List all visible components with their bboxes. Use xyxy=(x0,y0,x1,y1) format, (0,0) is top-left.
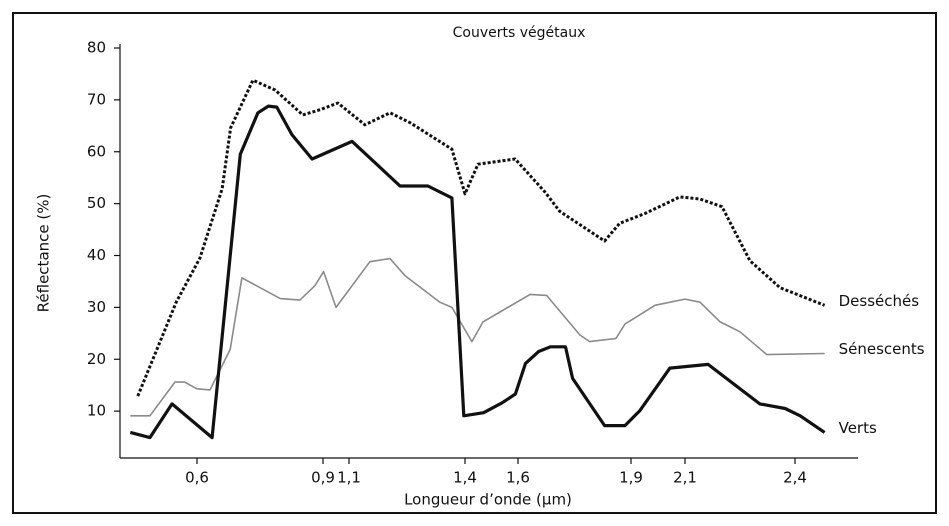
y-tick-label: 30 xyxy=(87,298,106,316)
data-line xyxy=(136,78,826,397)
x-tick-label: 0,6 xyxy=(185,469,209,487)
data-line xyxy=(129,104,826,440)
data-line xyxy=(130,257,825,417)
y-tick-label: 50 xyxy=(87,194,106,212)
x-tick-label: 0,9 xyxy=(311,469,335,487)
x-tick-label: 1,6 xyxy=(506,469,530,487)
y-tick-label: 10 xyxy=(87,402,106,420)
y-tick-label: 80 xyxy=(87,39,106,57)
x-tick-label: 2,4 xyxy=(783,469,807,487)
x-tick-label: 1,4 xyxy=(453,469,477,487)
y-tick-label: 70 xyxy=(87,90,106,108)
x-tick-label: 2,1 xyxy=(673,469,697,487)
y-tick-label: 60 xyxy=(87,142,106,160)
legend-label: Verts xyxy=(839,419,877,437)
x-axis-label: Longueur d’onde (µm) xyxy=(404,491,572,509)
x-tick-label: 1,9 xyxy=(619,469,643,487)
x-tick-label: 1,1 xyxy=(337,469,361,487)
y-tick-label: 40 xyxy=(87,246,106,264)
chart-title: Couverts végétaux xyxy=(453,25,586,41)
y-axis-label: Réflectance (%) xyxy=(35,194,53,313)
legend-label: Desséchés xyxy=(839,292,920,310)
frame xyxy=(12,12,937,514)
legend-label: Sénescents xyxy=(839,340,925,358)
y-tick-label: 20 xyxy=(87,350,106,368)
